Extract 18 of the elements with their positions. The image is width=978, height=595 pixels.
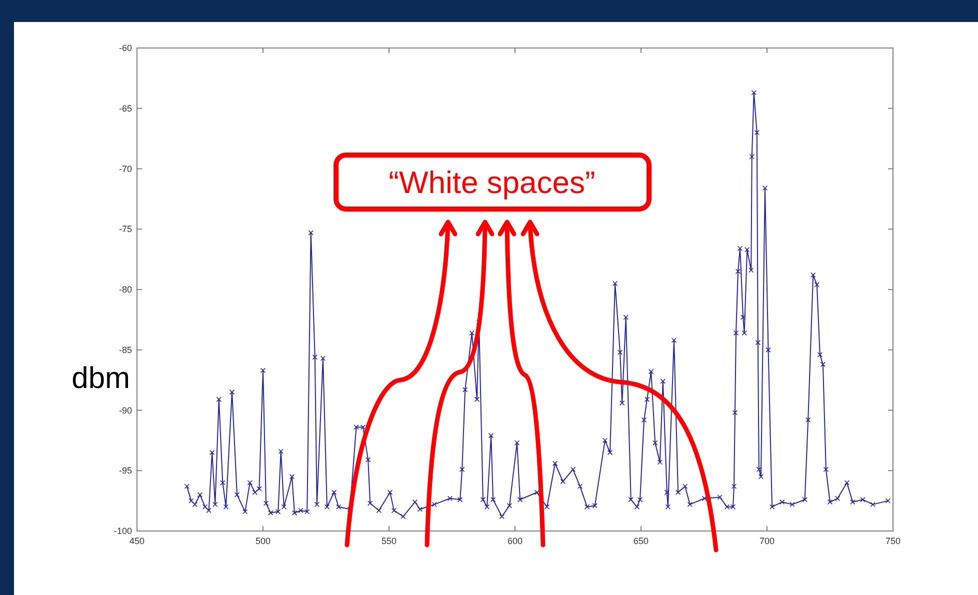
x-tick-label: 500 — [255, 536, 271, 546]
x-tick-label: 750 — [885, 536, 901, 546]
x-tick-label: 650 — [633, 536, 649, 546]
x-tick-label: 600 — [507, 536, 523, 546]
y-tick-label: -70 — [118, 164, 132, 174]
y-tick-label: -80 — [118, 284, 132, 294]
y-tick-label: -100 — [114, 526, 132, 536]
y-tick-label: -75 — [118, 224, 132, 234]
y-tick-label: -60 — [118, 43, 132, 53]
y-axis-title: dbm — [72, 362, 130, 395]
x-tick-label: 700 — [759, 536, 775, 546]
y-tick-label: -85 — [118, 344, 132, 355]
y-tick-label: -90 — [118, 405, 132, 416]
annotation: “White spaces” — [388, 165, 596, 200]
y-tick-label: -65 — [118, 103, 132, 114]
x-tick-label: 450 — [129, 536, 145, 546]
x-tick-label: 550 — [381, 536, 397, 546]
y-tick-label: -95 — [118, 466, 132, 476]
